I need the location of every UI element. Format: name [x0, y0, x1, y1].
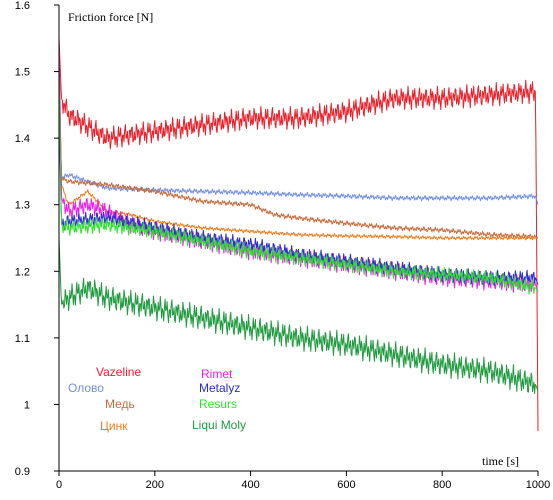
x-tick-label: 0 — [56, 479, 62, 491]
x-tick-label: 1000 — [526, 479, 550, 491]
legend-entry: Metalyz — [199, 381, 240, 395]
series-line — [58, 38, 538, 241]
legend-entry: Медь — [105, 397, 135, 411]
y-axis-label: Friction force [N] — [68, 10, 153, 24]
ticks: 0 200 400 600 800 1000 0.9 1 1.1 1.2 1.3 1.4 1.5 1.6 — [15, 0, 551, 491]
y-tick-label: 1.4 — [15, 133, 30, 145]
y-tick-label: 1.6 — [15, 0, 30, 12]
x-tick-label: 800 — [433, 479, 451, 491]
y-tick-label: 1.2 — [15, 266, 30, 278]
x-tick-label: 200 — [146, 479, 164, 491]
legend-entry: Resurs — [199, 397, 237, 411]
y-tick-label: 1.5 — [15, 67, 30, 79]
legend-entry: Цинк — [100, 419, 128, 433]
axes — [58, 5, 538, 472]
legend-entry: Олово — [68, 381, 104, 395]
legend-entry: Rimet — [201, 367, 233, 381]
y-tick-label: 0.9 — [15, 466, 30, 478]
series-line — [58, 71, 539, 295]
series-line — [58, 71, 539, 240]
plot-lines — [58, 38, 539, 432]
legend-entry: Vazeline — [96, 365, 141, 379]
y-tick-label: 1.1 — [15, 333, 30, 345]
y-tick-label: 1.3 — [15, 200, 30, 212]
series-line — [58, 71, 539, 205]
y-tick-label: 1 — [24, 399, 30, 411]
series-line — [58, 237, 539, 395]
x-axis-label: time [s] — [482, 454, 519, 468]
x-tick-label: 600 — [337, 479, 355, 491]
series-line — [58, 38, 539, 432]
legend-entry: Liqui Moly — [192, 418, 246, 432]
x-tick-label: 400 — [241, 479, 259, 491]
